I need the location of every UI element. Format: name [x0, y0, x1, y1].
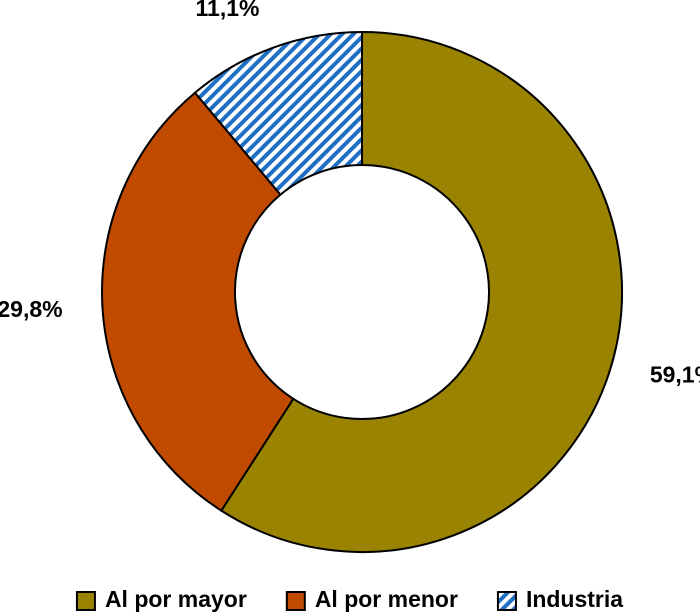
data-label: 11,1%	[196, 0, 260, 21]
slice	[219, 30, 623, 553]
legend-label: Al por mayor	[105, 586, 247, 612]
slice	[193, 30, 363, 197]
legend-swatch	[75, 591, 96, 611]
legend-label: Industria	[526, 586, 623, 612]
legend: Al por mayor Al por menor Industria	[75, 586, 623, 612]
legend-swatch	[496, 591, 517, 611]
slice	[101, 91, 295, 513]
legend-swatch	[285, 591, 306, 611]
legend-label: Al por menor	[315, 586, 458, 612]
donut: 59,1% 29,8% 11,1%	[0, 0, 700, 553]
data-label: 29,8%	[0, 296, 63, 322]
data-label: 59,1%	[650, 362, 700, 388]
